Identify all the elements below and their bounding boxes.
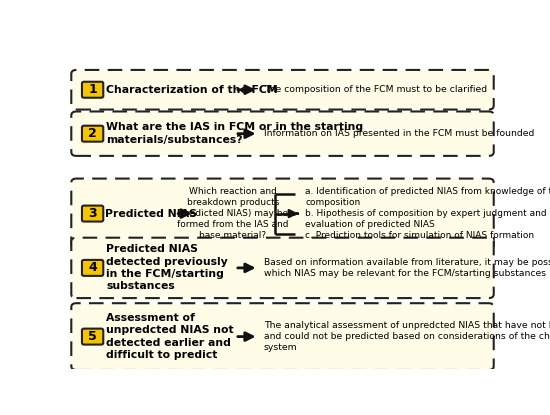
FancyBboxPatch shape xyxy=(72,238,494,298)
Text: Characterization of the FCM: Characterization of the FCM xyxy=(106,85,278,95)
Text: 1: 1 xyxy=(88,83,97,96)
FancyBboxPatch shape xyxy=(72,178,494,249)
FancyBboxPatch shape xyxy=(82,260,103,276)
Text: 5: 5 xyxy=(88,330,97,343)
Text: Which reaction and
breakdown products
(predicted NIAS) may be
formed from the IA: Which reaction and breakdown products (p… xyxy=(177,187,289,240)
Text: Predicted NIAS: Predicted NIAS xyxy=(106,209,197,219)
Text: The composition of the FCM must to be clarified: The composition of the FCM must to be cl… xyxy=(263,85,487,94)
FancyBboxPatch shape xyxy=(82,205,103,222)
FancyBboxPatch shape xyxy=(82,126,103,142)
Text: 3: 3 xyxy=(89,207,97,220)
Text: 2: 2 xyxy=(88,127,97,140)
FancyBboxPatch shape xyxy=(72,303,494,370)
FancyBboxPatch shape xyxy=(72,70,494,110)
Text: Information on IAS presented in the FCM must be founded: Information on IAS presented in the FCM … xyxy=(263,129,534,138)
Text: a. Identification of predicted NIAS from knowledge of the
composition
b. Hipothe: a. Identification of predicted NIAS from… xyxy=(305,187,550,240)
Text: 4: 4 xyxy=(88,261,97,274)
FancyBboxPatch shape xyxy=(72,112,494,156)
FancyBboxPatch shape xyxy=(82,82,103,98)
Text: Assessment of
unpredcted NIAS not
detected earlier and
difficult to predict: Assessment of unpredcted NIAS not detect… xyxy=(106,313,234,360)
Text: What are the IAS in FCM or in the starting
materials/substances?: What are the IAS in FCM or in the starti… xyxy=(106,122,364,145)
Text: Based on information available from literature, it may be possible to propose
wh: Based on information available from lite… xyxy=(263,258,550,278)
FancyBboxPatch shape xyxy=(82,329,103,344)
Text: Predicted NIAS
detected previously
in the FCM/starting
substances: Predicted NIAS detected previously in th… xyxy=(106,244,228,291)
Text: The analytical assessment of unpredcted NIAS that have not been detected before
: The analytical assessment of unpredcted … xyxy=(263,321,550,352)
